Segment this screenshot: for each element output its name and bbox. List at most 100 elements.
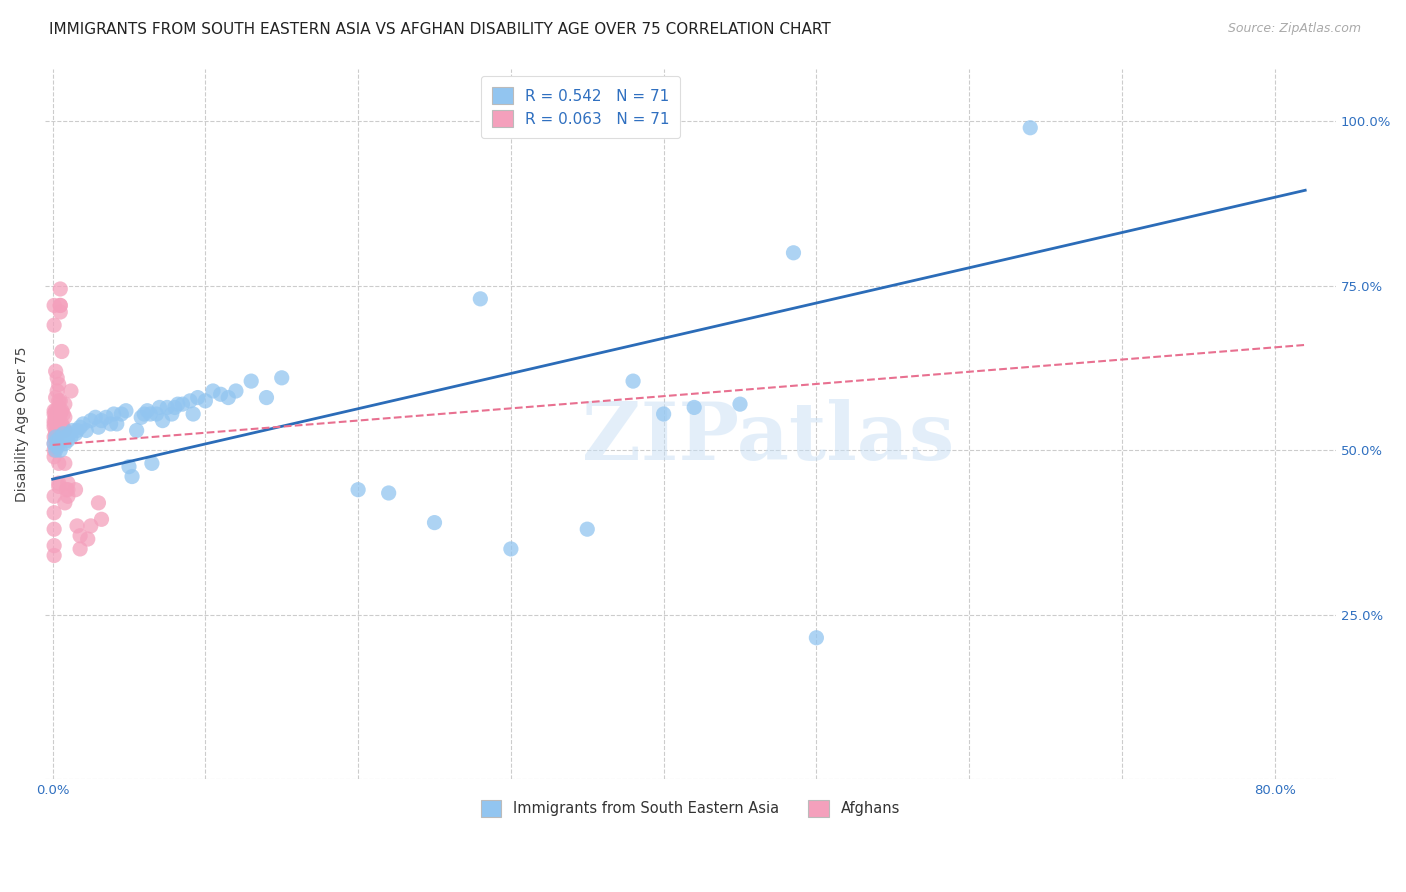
Point [49,393,72,408]
Point [44,414,66,428]
Point [90,414,112,428]
Point [141,456,163,470]
Point [45,426,67,441]
Point [156,401,179,415]
Point [45,414,67,428]
Point [48,436,70,450]
Point [46,410,69,425]
Point [782,245,804,260]
Point [51,434,73,448]
Point [136,403,159,417]
Point [53,496,76,510]
Point [270,371,292,385]
Point [163,401,186,415]
Point [728,397,751,411]
Point [347,483,370,497]
Point [423,516,446,530]
Point [576,522,599,536]
Point [129,410,152,425]
Point [59,430,82,444]
Point [110,407,132,421]
Point [46,434,69,448]
Point [48,377,70,392]
Point [44,549,66,563]
Point [44,407,66,421]
Point [172,397,194,411]
Point [45,430,67,444]
Point [49,443,72,458]
Point [94,410,117,425]
Point [56,489,79,503]
Point [59,384,82,398]
Point [683,401,706,415]
Point [84,410,107,425]
Point [44,436,66,450]
Point [49,430,72,444]
Point [201,384,224,398]
Point [125,424,148,438]
Point [46,424,69,438]
Point [52,426,75,441]
Point [66,519,89,533]
Point [499,541,522,556]
Point [49,407,72,421]
Point [80,519,103,533]
Text: IMMIGRANTS FROM SOUTH EASTERN ASIA VS AFGHAN DISABILITY AGE OVER 75 CORRELATION : IMMIGRANTS FROM SOUTH EASTERN ASIA VS AF… [49,22,831,37]
Point [49,298,72,312]
Point [44,443,66,458]
Point [69,541,91,556]
Point [44,298,66,312]
Point [76,532,98,546]
Point [46,371,69,385]
Point [139,407,162,421]
Point [53,436,76,450]
Point [53,456,76,470]
Point [90,512,112,526]
Point [46,426,69,441]
Point [46,434,69,448]
Point [53,424,76,438]
Point [145,407,167,421]
Point [52,420,75,434]
Point [44,522,66,536]
Point [62,424,84,438]
Point [87,496,110,510]
Point [56,434,79,448]
Point [118,459,141,474]
Point [45,410,67,425]
Point [44,436,66,450]
Point [209,387,232,401]
Point [80,414,103,428]
Point [49,305,72,319]
Point [121,469,143,483]
Point [240,374,263,388]
Point [45,391,67,405]
Point [160,407,183,421]
Point [806,631,828,645]
Point [45,364,67,378]
Point [44,450,66,464]
Point [44,417,66,431]
Text: ZIPatlas: ZIPatlas [582,399,953,477]
Point [46,440,69,454]
Point [69,529,91,543]
Point [65,483,87,497]
Point [652,407,675,421]
Point [1019,120,1042,135]
Point [115,403,138,417]
Point [48,479,70,493]
Point [217,391,239,405]
Point [103,407,125,421]
Point [72,417,94,431]
Point [48,456,70,470]
Point [46,436,69,450]
Point [55,430,77,444]
Point [194,393,217,408]
Point [377,486,399,500]
Point [181,407,204,421]
Point [148,401,170,415]
Point [65,426,87,441]
Legend: Immigrants from South Eastern Asia, Afghans: Immigrants from South Eastern Asia, Afgh… [472,791,908,825]
Point [45,424,67,438]
Point [44,489,66,503]
